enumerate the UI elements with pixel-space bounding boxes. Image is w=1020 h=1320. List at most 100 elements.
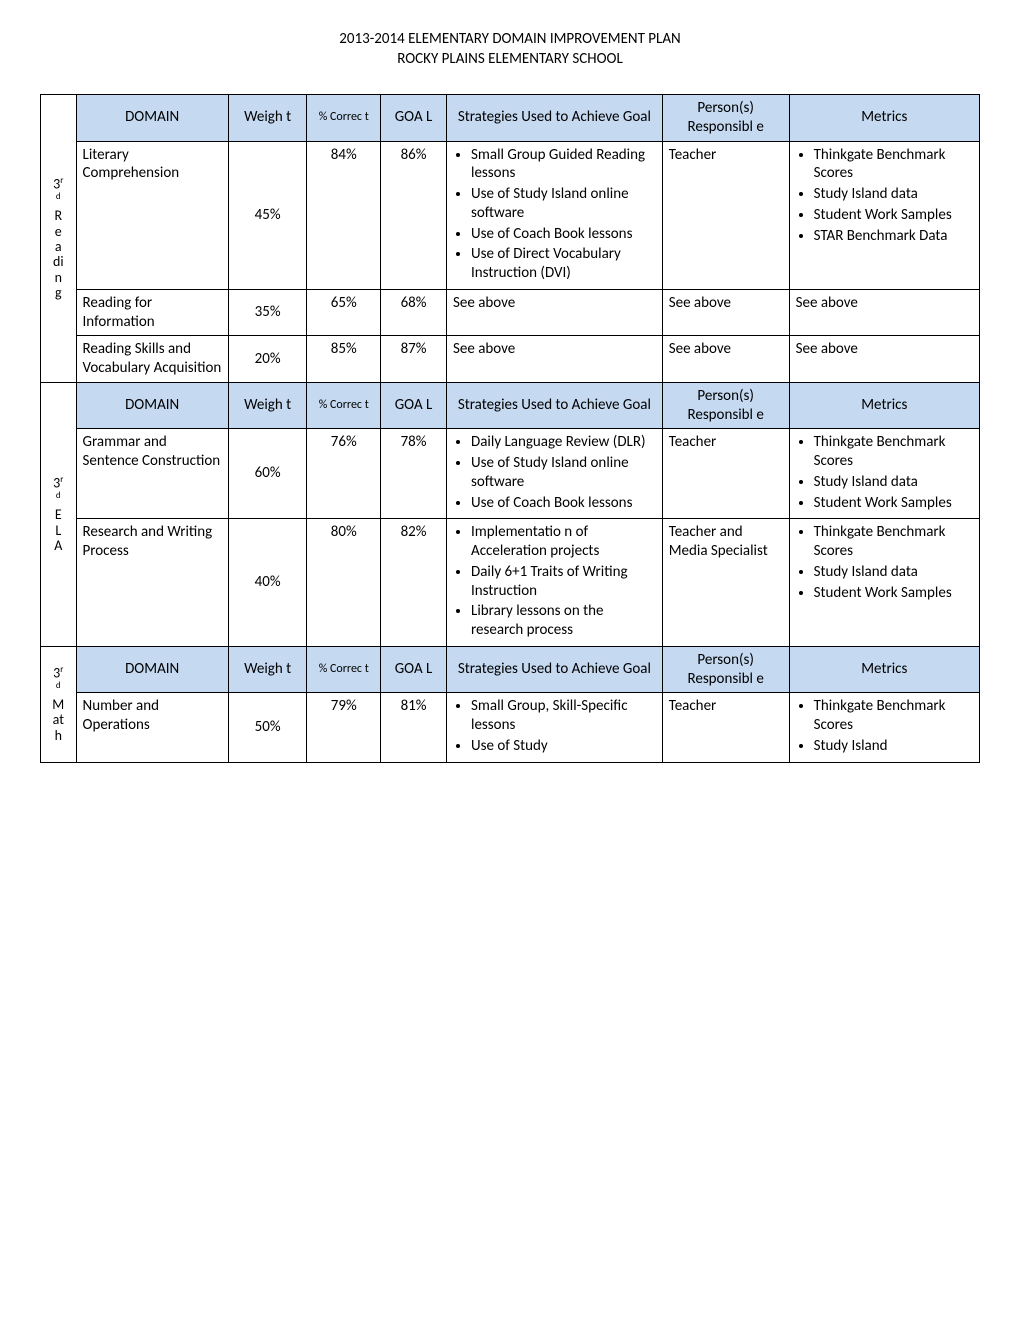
cell-goal: 86%	[381, 141, 447, 289]
table-row: Number and Operations50%79%81%Small Grou…	[41, 693, 980, 762]
list-item: Student Work Samples	[814, 584, 973, 603]
list-item: STAR Benchmark Data	[814, 227, 973, 246]
column-header-correct: % Correc t	[307, 646, 381, 693]
list-item: Thinkgate Benchmark Scores	[814, 697, 973, 735]
cell-goal: 78%	[381, 429, 447, 519]
cell-weight: 60%	[228, 429, 307, 519]
cell-metrics: Thinkgate Benchmark ScoresStudy Island d…	[789, 141, 979, 289]
table-row: Research and Writing Process40%80%82%Imp…	[41, 519, 980, 647]
header-line2: ROCKY PLAINS ELEMENTARY SCHOOL	[40, 50, 980, 70]
list-item: Study Island data	[814, 473, 973, 492]
column-header-weight: Weigh t	[228, 382, 307, 429]
header-line1: 2013-2014 ELEMENTARY DOMAIN IMPROVEMENT …	[40, 30, 980, 50]
cell-goal: 68%	[381, 289, 447, 336]
column-header-correct: % Correc t	[307, 95, 381, 142]
cell-goal: 87%	[381, 336, 447, 383]
list-item: Library lessons on the research process	[471, 602, 656, 640]
improvement-plan-table: 3rdReadingDOMAINWeigh t% Correc tGOA LSt…	[40, 94, 980, 763]
column-header-person: Person(s) Responsibl e	[662, 95, 789, 142]
list-item: Student Work Samples	[814, 494, 973, 513]
list-item: Study Island data	[814, 185, 973, 204]
list-item: Daily Language Review (DLR)	[471, 433, 656, 452]
cell-correct: 76%	[307, 429, 381, 519]
cell-strategies: Daily Language Review (DLR) Use of Study …	[447, 429, 663, 519]
cell-correct: 80%	[307, 519, 381, 647]
cell-domain: Grammar and Sentence Construction	[76, 429, 228, 519]
cell-person: Teacher	[662, 693, 789, 762]
list-item: Daily 6+1 Traits of Writing Instruction	[471, 563, 656, 601]
list-item: Thinkgate Benchmark Scores	[814, 146, 973, 184]
column-header-domain: DOMAIN	[76, 646, 228, 693]
cell-domain: Research and Writing Process	[76, 519, 228, 647]
cell-weight: 35%	[228, 289, 307, 336]
column-header-strategies: Strategies Used to Achieve Goal	[447, 382, 663, 429]
cell-domain: Literary Comprehension	[76, 141, 228, 289]
cell-strategies: See above	[447, 289, 663, 336]
list-item: Use of Coach Book lessons	[471, 494, 656, 513]
table-row: Reading for Information35%65%68%See abov…	[41, 289, 980, 336]
column-header-strategies: Strategies Used to Achieve Goal	[447, 646, 663, 693]
side-label: 3rdMath	[41, 646, 77, 762]
page-header: 2013-2014 ELEMENTARY DOMAIN IMPROVEMENT …	[40, 30, 980, 69]
cell-weight: 50%	[228, 693, 307, 762]
column-header-metrics: Metrics	[789, 95, 979, 142]
column-header-goal: GOA L	[381, 382, 447, 429]
list-item: Use of Study	[471, 737, 656, 756]
cell-domain: Reading for Information	[76, 289, 228, 336]
cell-correct: 85%	[307, 336, 381, 383]
cell-person: Teacher	[662, 141, 789, 289]
cell-metrics: Thinkgate Benchmark Scores Study Island d…	[789, 429, 979, 519]
list-item: Student Work Samples	[814, 206, 973, 225]
cell-domain: Reading Skills and Vocabulary Acquisitio…	[76, 336, 228, 383]
list-item: Study Island data	[814, 563, 973, 582]
table-row: Grammar and Sentence Construction60%76%7…	[41, 429, 980, 519]
list-item: Small Group, Skill-Specific lessons	[471, 697, 656, 735]
list-item: Thinkgate Benchmark Scores	[814, 433, 973, 471]
list-item: Use of Study Island online software	[471, 185, 656, 223]
cell-goal: 82%	[381, 519, 447, 647]
list-item: Use of Direct Vocabulary Instruction (DV…	[471, 245, 656, 283]
column-header-goal: GOA L	[381, 95, 447, 142]
cell-correct: 79%	[307, 693, 381, 762]
cell-person: See above	[662, 289, 789, 336]
cell-goal: 81%	[381, 693, 447, 762]
cell-metrics: See above	[789, 289, 979, 336]
column-header-person: Person(s) Responsibl e	[662, 382, 789, 429]
column-header-weight: Weigh t	[228, 95, 307, 142]
list-item: Thinkgate Benchmark Scores	[814, 523, 973, 561]
side-label: 3rdReading	[41, 95, 77, 383]
list-item: Use of Study Island online software	[471, 454, 656, 492]
cell-metrics: Thinkgate Benchmark Scores Study Island	[789, 693, 979, 762]
cell-metrics: See above	[789, 336, 979, 383]
cell-strategies: See above	[447, 336, 663, 383]
cell-correct: 84%	[307, 141, 381, 289]
cell-weight: 40%	[228, 519, 307, 647]
cell-metrics: Thinkgate Benchmark Scores Study Island d…	[789, 519, 979, 647]
column-header-weight: Weigh t	[228, 646, 307, 693]
cell-person: See above	[662, 336, 789, 383]
cell-person: Teacher	[662, 429, 789, 519]
table-row: Literary Comprehension45%84%86%Small Gro…	[41, 141, 980, 289]
side-label: 3rdELA	[41, 382, 77, 646]
column-header-domain: DOMAIN	[76, 382, 228, 429]
column-header-correct: % Correc t	[307, 382, 381, 429]
column-header-metrics: Metrics	[789, 382, 979, 429]
table-row: Reading Skills and Vocabulary Acquisitio…	[41, 336, 980, 383]
list-item: Study Island	[814, 737, 973, 756]
column-header-goal: GOA L	[381, 646, 447, 693]
cell-person: Teacher and Media Specialist	[662, 519, 789, 647]
cell-weight: 20%	[228, 336, 307, 383]
column-header-person: Person(s) Responsibl e	[662, 646, 789, 693]
cell-weight: 45%	[228, 141, 307, 289]
list-item: Use of Coach Book lessons	[471, 225, 656, 244]
cell-domain: Number and Operations	[76, 693, 228, 762]
column-header-metrics: Metrics	[789, 646, 979, 693]
cell-strategies: Small Group, Skill-Specific lessons Use o…	[447, 693, 663, 762]
column-header-domain: DOMAIN	[76, 95, 228, 142]
list-item: Implementatio n of Acceleration projects	[471, 523, 656, 561]
cell-strategies: Small Group Guided Reading lessonsUse of…	[447, 141, 663, 289]
cell-strategies: Implementatio n of Acceleration projects…	[447, 519, 663, 647]
cell-correct: 65%	[307, 289, 381, 336]
list-item: Small Group Guided Reading lessons	[471, 146, 656, 184]
column-header-strategies: Strategies Used to Achieve Goal	[447, 95, 663, 142]
